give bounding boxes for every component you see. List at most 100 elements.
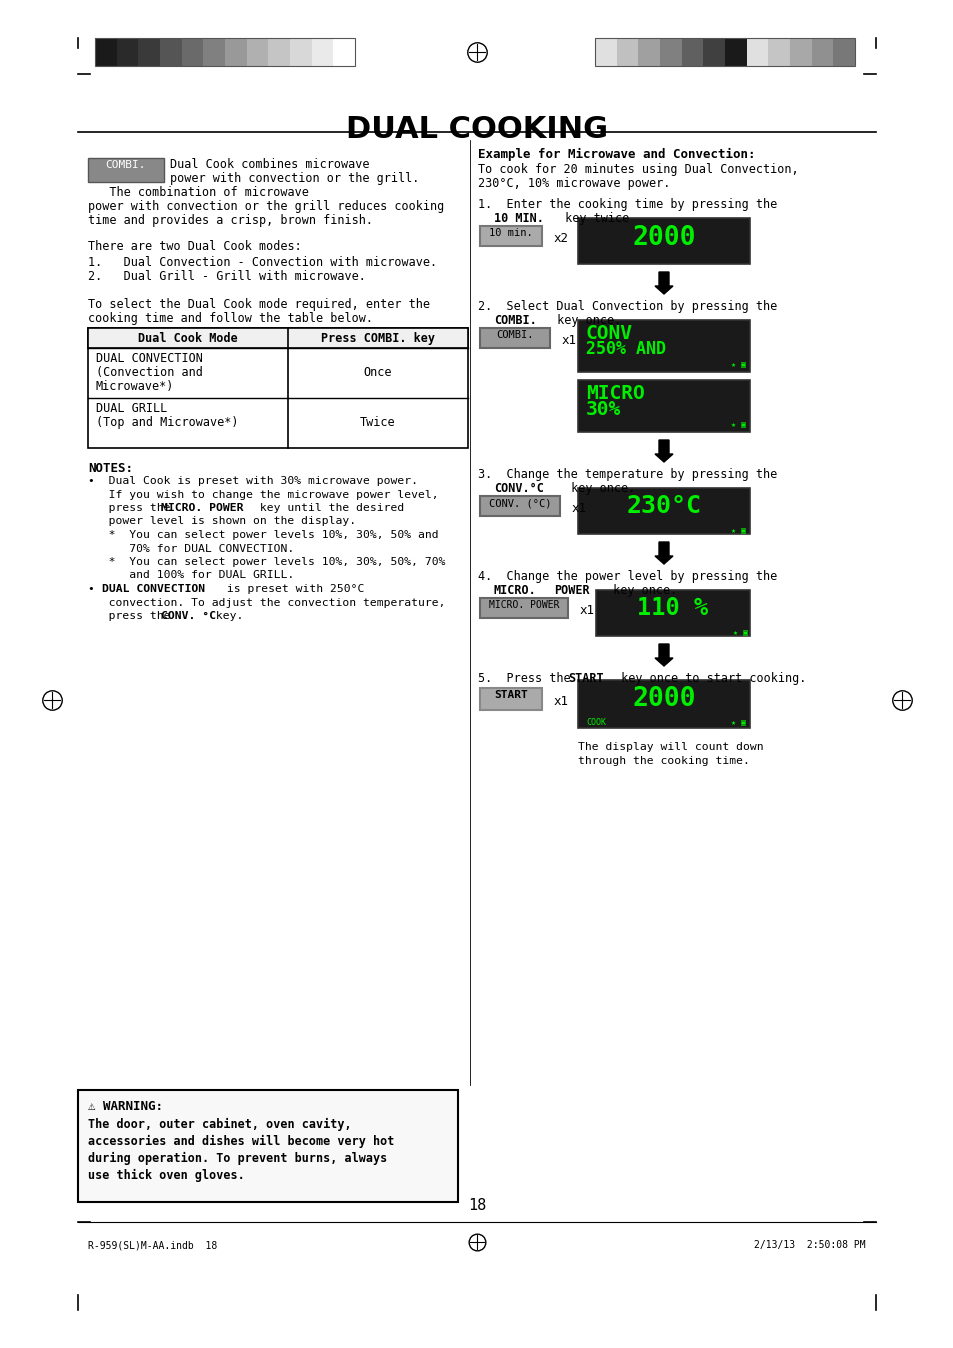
Text: key twice: key twice (558, 212, 629, 225)
Bar (290, 38, 312, 66)
Bar (578, 218, 749, 264)
Text: and 100% for DUAL GRILL.: and 100% for DUAL GRILL. (88, 570, 294, 581)
Text: POWER: POWER (554, 584, 589, 597)
Text: 230°C: 230°C (626, 493, 700, 518)
Text: ★ ▣: ★ ▣ (732, 628, 747, 638)
Bar (88, 328, 468, 448)
Text: 5.  Press the: 5. Press the (477, 673, 578, 685)
Text: x1: x1 (572, 501, 586, 515)
Bar (638, 38, 659, 66)
Text: Press COMBI. key: Press COMBI. key (320, 332, 435, 345)
Text: convection. To adjust the convection temperature,: convection. To adjust the convection tem… (88, 597, 445, 608)
Text: *  You can select power levels 10%, 30%, 50%, 70%: * You can select power levels 10%, 30%, … (88, 557, 445, 568)
Text: CONV.°C: CONV.°C (494, 483, 543, 495)
Text: key once.: key once. (605, 584, 677, 597)
Bar (225, 38, 247, 66)
Text: (Top and Microwave*): (Top and Microwave*) (96, 417, 238, 429)
Text: MICRO: MICRO (585, 384, 644, 403)
FancyArrow shape (655, 439, 672, 462)
Text: ★ ▣: ★ ▣ (730, 718, 745, 727)
Bar (203, 38, 225, 66)
Text: x2: x2 (554, 232, 568, 245)
Text: ★ ▣: ★ ▣ (730, 360, 745, 369)
Text: during operation. To prevent burns, always: during operation. To prevent burns, alwa… (88, 1153, 387, 1165)
Text: Microwave*): Microwave*) (96, 380, 174, 394)
Text: The door, outer cabinet, oven cavity,: The door, outer cabinet, oven cavity, (88, 1117, 352, 1131)
FancyArrow shape (655, 272, 672, 294)
Text: 250% AND: 250% AND (585, 340, 665, 359)
Text: use thick oven gloves.: use thick oven gloves. (88, 1169, 245, 1182)
Text: 2000: 2000 (632, 225, 695, 251)
Bar (181, 38, 203, 66)
Text: Dual Cook Mode: Dual Cook Mode (138, 332, 237, 345)
Bar (702, 38, 724, 66)
Text: Example for Microwave and Convection:: Example for Microwave and Convection: (477, 148, 755, 160)
Bar (312, 38, 333, 66)
Text: 2.  Select Dual Convection by pressing the: 2. Select Dual Convection by pressing th… (477, 301, 777, 313)
Text: NOTES:: NOTES: (88, 462, 132, 474)
Text: 230°C, 10% microwave power.: 230°C, 10% microwave power. (477, 177, 670, 190)
Text: key.: key. (209, 611, 243, 621)
Text: R-959(SL)M-AA.indb  18: R-959(SL)M-AA.indb 18 (88, 1240, 217, 1250)
Bar (578, 380, 749, 431)
Bar (247, 38, 268, 66)
Text: 110 %: 110 % (637, 596, 708, 620)
Text: 70% for DUAL CONVECTION.: 70% for DUAL CONVECTION. (88, 543, 294, 554)
Text: Once: Once (363, 367, 392, 379)
Text: COMBI.: COMBI. (496, 330, 533, 340)
Text: DUAL CONVECTION: DUAL CONVECTION (96, 352, 203, 365)
Text: START: START (567, 673, 603, 685)
Text: x1: x1 (579, 604, 595, 617)
Text: 10 min.: 10 min. (489, 228, 533, 239)
Bar (811, 38, 833, 66)
Text: 30%: 30% (585, 400, 620, 419)
Text: ★ ▣: ★ ▣ (730, 421, 745, 429)
Text: key once.: key once. (563, 483, 635, 495)
Bar (746, 38, 767, 66)
Text: COOK: COOK (585, 718, 605, 727)
Bar (479, 226, 541, 245)
Text: 1.  Enter the cooking time by pressing the: 1. Enter the cooking time by pressing th… (477, 198, 777, 212)
Text: MICRO. POWER: MICRO. POWER (161, 503, 243, 514)
Text: COMBI.: COMBI. (494, 314, 537, 328)
Bar (578, 679, 749, 728)
Bar (95, 38, 355, 66)
Text: To select the Dual Cook mode required, enter the: To select the Dual Cook mode required, e… (88, 298, 430, 311)
Text: power with convection or the grill.: power with convection or the grill. (170, 173, 419, 185)
Bar (767, 38, 789, 66)
Text: •: • (88, 584, 109, 594)
Bar (88, 328, 468, 348)
Text: power with convection or the grill reduces cooking: power with convection or the grill reduc… (88, 200, 444, 213)
Bar (88, 158, 164, 182)
Text: key once to start cooking.: key once to start cooking. (614, 673, 805, 685)
Bar (596, 590, 749, 636)
Bar (595, 38, 854, 66)
Text: press the: press the (88, 503, 177, 514)
Text: CONV. °C: CONV. °C (161, 611, 215, 621)
Text: (Convection and: (Convection and (96, 367, 203, 379)
Text: key until the desired: key until the desired (253, 503, 404, 514)
Text: DUAL COOKING: DUAL COOKING (346, 115, 607, 144)
Bar (333, 38, 355, 66)
Bar (724, 38, 746, 66)
Text: ★ ▣: ★ ▣ (730, 526, 745, 535)
FancyArrow shape (655, 644, 672, 666)
Text: There are two Dual Cook modes:: There are two Dual Cook modes: (88, 240, 301, 253)
Text: CONV. (°C): CONV. (°C) (488, 497, 551, 508)
Text: 10 MIN.: 10 MIN. (494, 212, 543, 225)
FancyArrow shape (655, 542, 672, 563)
Text: The combination of microwave: The combination of microwave (88, 186, 309, 200)
Text: 2000: 2000 (632, 686, 695, 712)
Text: If you wish to change the microwave power level,: If you wish to change the microwave powe… (88, 489, 438, 500)
Bar (595, 38, 616, 66)
Text: Twice: Twice (360, 417, 395, 429)
Text: power level is shown on the display.: power level is shown on the display. (88, 516, 355, 527)
Text: key once.: key once. (550, 314, 620, 328)
Text: 1.   Dual Convection - Convection with microwave.: 1. Dual Convection - Convection with mic… (88, 256, 436, 270)
Bar (78, 1091, 457, 1202)
Text: *  You can select power levels 10%, 30%, 50% and: * You can select power levels 10%, 30%, … (88, 530, 438, 541)
Bar (833, 38, 854, 66)
Bar (659, 38, 681, 66)
Bar (160, 38, 181, 66)
Text: DUAL CONVECTION: DUAL CONVECTION (102, 584, 205, 594)
